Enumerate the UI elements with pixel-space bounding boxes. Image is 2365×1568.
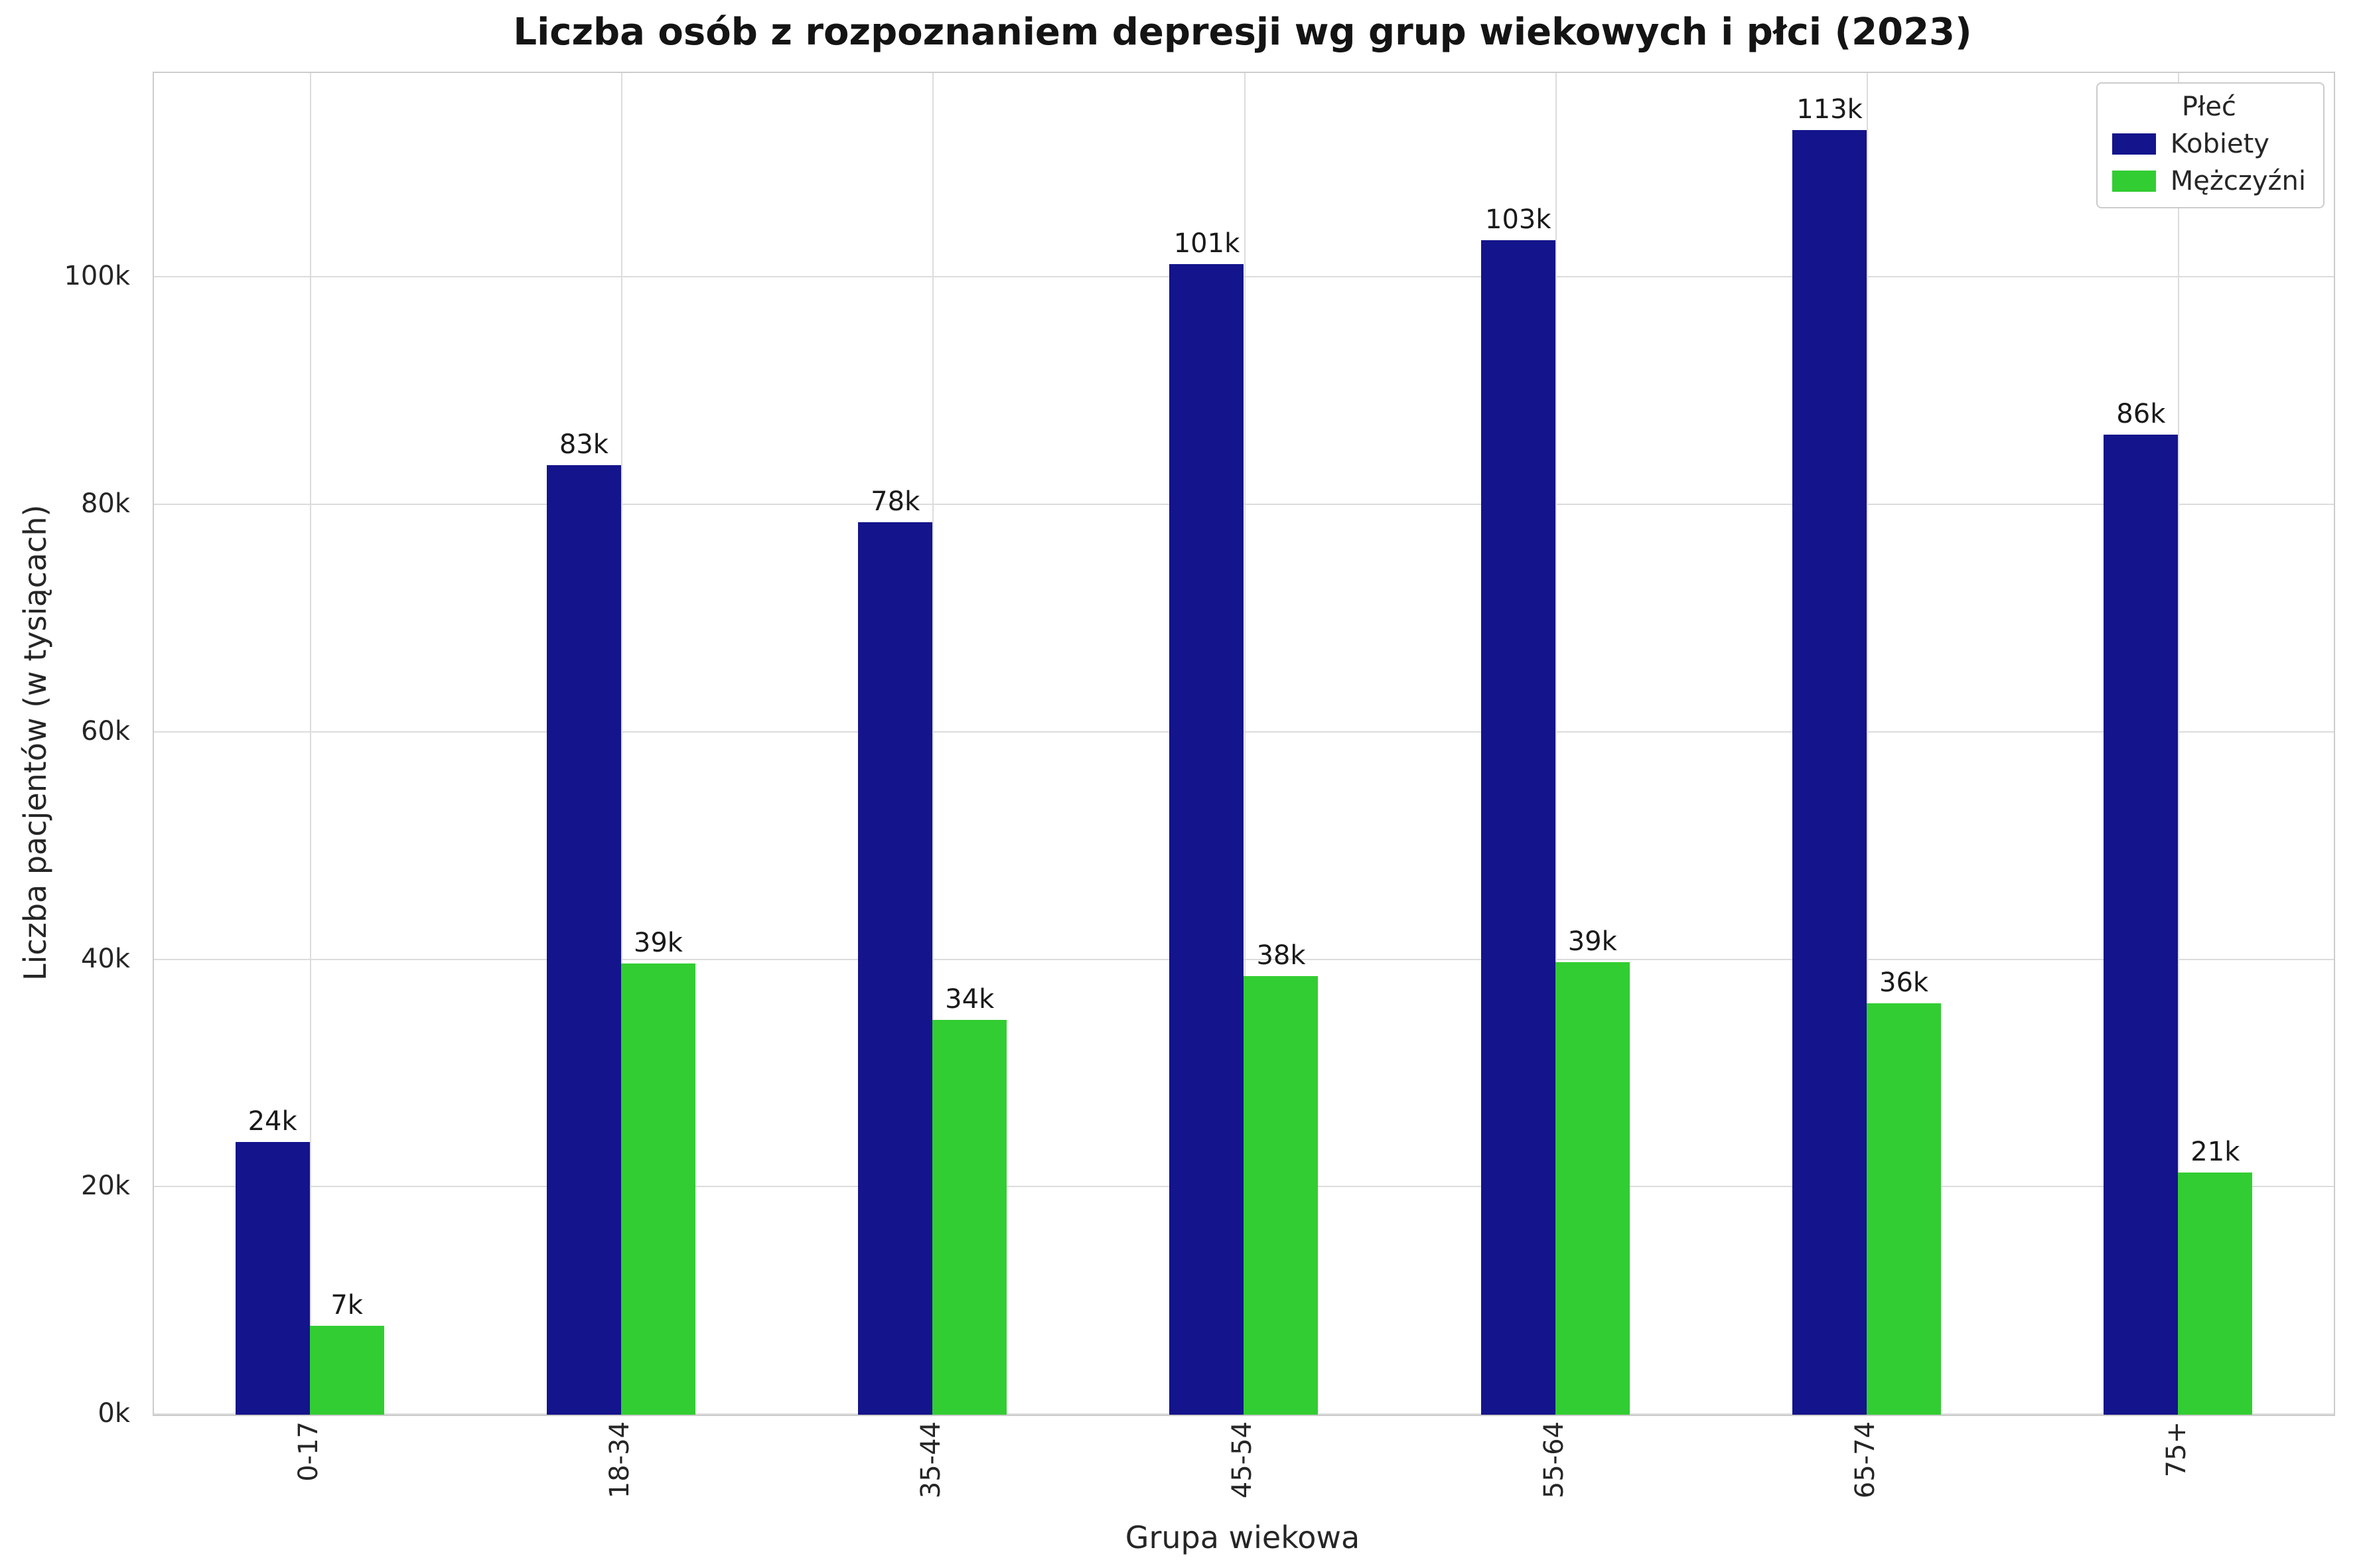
bar-column: 103k (1480, 73, 1555, 1415)
gridline-vertical (2178, 73, 2180, 1415)
bar-group: 83k 39k (465, 73, 776, 1415)
bar (620, 963, 695, 1415)
legend-entry-label: Mężczyźni (2170, 166, 2306, 196)
bar (309, 1326, 384, 1415)
bars-layer: 24k 7k 83k 39k 78k 34k 101k 38k 103k 39k 113k 36k 86… (154, 73, 2334, 1415)
bar-column: 39k (620, 73, 695, 1415)
y-tick-label: 20k (80, 1171, 130, 1202)
gridline-vertical (932, 73, 934, 1415)
x-tick-label: 35-44 (916, 1421, 947, 1499)
gridline-vertical (309, 73, 311, 1415)
x-tick-slot: 35-44 (776, 1421, 1087, 1514)
y-tick-label: 80k (80, 488, 130, 520)
bar-column: 101k (1169, 73, 1244, 1415)
bar-group: 24k 7k (154, 73, 465, 1415)
bar (1244, 975, 1319, 1415)
bar-value-label: 103k (1485, 204, 1551, 235)
x-tick-slot: 65-74 (1709, 1421, 2021, 1514)
bar-value-label: 113k (1796, 94, 1863, 125)
bar-column: 36k (1867, 73, 1942, 1415)
bar-value-label: 24k (248, 1105, 297, 1137)
legend: Płeć Kobiety Mężczyźni (2096, 82, 2325, 208)
bar-value-label: 86k (2116, 398, 2166, 429)
bar (858, 522, 933, 1415)
bar-value-label: 83k (559, 429, 609, 461)
x-tick-slot: 55-64 (1398, 1421, 1709, 1514)
bar-value-label: 21k (2190, 1137, 2240, 1168)
bar-value-label: 7k (330, 1290, 363, 1321)
x-tick-label: 55-64 (1538, 1421, 1569, 1499)
bar (546, 465, 621, 1415)
legend-entry: Mężczyźni (2112, 166, 2306, 196)
bar-column: 78k (858, 73, 933, 1415)
x-tick-slot: 45-54 (1087, 1421, 1398, 1514)
bar (932, 1020, 1007, 1415)
bar (1792, 129, 1867, 1415)
x-tick-slot: 0-17 (153, 1421, 464, 1514)
bar-group: 113k 36k (1711, 73, 2022, 1415)
bar-column: 21k (2178, 73, 2253, 1415)
bar-group: 78k 34k (777, 73, 1088, 1415)
bar (2104, 434, 2179, 1415)
bar-column: 86k (2104, 73, 2179, 1415)
y-axis-ticks: 0k 20k 40k 60k 80k 100k (0, 72, 145, 1429)
gridline-vertical (620, 73, 622, 1415)
x-tick-label: 18-34 (604, 1421, 635, 1499)
legend-entry: Kobiety (2112, 129, 2306, 159)
bar-value-label: 36k (1879, 967, 1929, 998)
bar-column: 39k (1555, 73, 1630, 1415)
x-tick-slot: 75+ (2021, 1421, 2332, 1514)
bar (1169, 263, 1244, 1415)
gridline-vertical (1867, 73, 1869, 1415)
plot-area: 24k 7k 83k 39k 78k 34k 101k 38k 103k 39k 113k 36k 86… (153, 72, 2335, 1416)
bar-value-label: 39k (1567, 926, 1617, 958)
x-tick-label: 75+ (2161, 1421, 2192, 1478)
bar-value-label: 38k (1256, 940, 1306, 971)
legend-color-patch (2112, 133, 2156, 155)
y-tick-label: 40k (80, 943, 130, 974)
bar (1555, 962, 1630, 1415)
bar (1480, 240, 1555, 1415)
bar-group: 103k 39k (1399, 73, 1711, 1415)
gridline-vertical (1244, 73, 1246, 1415)
bar-value-label: 34k (945, 984, 995, 1015)
bar-value-label: 101k (1173, 228, 1240, 259)
bar-column: 83k (546, 73, 621, 1415)
bar-group: 86k 21k (2023, 73, 2334, 1415)
legend-color-patch (2112, 171, 2156, 192)
y-tick-label: 100k (64, 261, 130, 292)
bar (2178, 1173, 2253, 1415)
x-axis-label: Grupa wiekowa (1125, 1520, 1360, 1555)
legend-entry-label: Kobiety (2170, 129, 2269, 159)
bar-column: 113k (1792, 73, 1867, 1415)
bar-column: 24k (235, 73, 310, 1415)
x-tick-label: 45-54 (1227, 1421, 1258, 1499)
x-tick-label: 0-17 (293, 1421, 324, 1482)
bar-group: 101k 38k (1088, 73, 1399, 1415)
x-tick-slot: 18-34 (464, 1421, 775, 1514)
legend-rows: Kobiety Mężczyźni (2112, 129, 2306, 196)
bar (235, 1141, 310, 1415)
bar-column: 7k (309, 73, 384, 1415)
chart-title: Liczba osób z rozpoznaniem depresji wg g… (513, 11, 1972, 54)
bar-column: 38k (1244, 73, 1319, 1415)
y-tick-label: 60k (80, 715, 130, 747)
gridline-vertical (1555, 73, 1557, 1415)
x-tick-label: 65-74 (1850, 1421, 1881, 1499)
y-tick-label: 0k (98, 1398, 130, 1429)
bar (1867, 1003, 1942, 1415)
bar-value-label: 39k (633, 927, 683, 958)
legend-title: Płeć (2181, 92, 2236, 122)
bar-column: 34k (932, 73, 1007, 1415)
bar-value-label: 78k (871, 486, 920, 517)
x-axis-ticks: 0-17 18-34 35-44 45-54 55-64 65-74 75+ (153, 1421, 2332, 1514)
